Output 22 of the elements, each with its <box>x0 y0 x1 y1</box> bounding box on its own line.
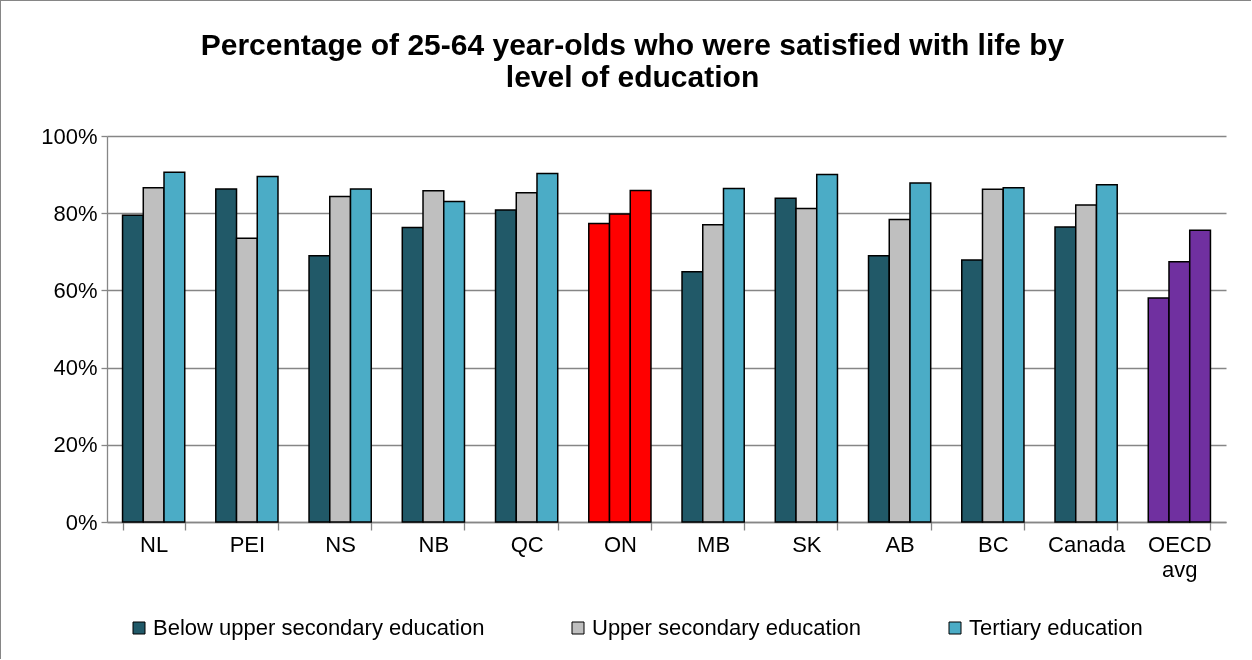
y-tick-label: 100% <box>41 123 98 149</box>
legend-label: Tertiary education <box>969 615 1143 640</box>
x-tick-label: NB <box>418 531 450 557</box>
x-tick-label: AB <box>885 531 915 557</box>
x-tick-label: QC <box>510 531 544 557</box>
x-tick-label: ON <box>603 531 637 557</box>
x-tick-label: BC <box>978 531 1009 557</box>
x-tick-label: NS <box>325 531 356 557</box>
legend-label: Upper secondary education <box>592 615 862 640</box>
x-tick-label: SK <box>792 531 822 557</box>
x-tick-label: PEI <box>229 531 266 557</box>
y-tick-label: 0% <box>65 509 98 535</box>
y-tick-label: 60% <box>53 277 98 303</box>
x-tick-label: Canada <box>1048 531 1126 557</box>
x-tick-label: NL <box>140 531 169 557</box>
y-tick-label: 20% <box>53 432 98 458</box>
chart-title: Percentage of 25-64 year-olds who were satisfied with life by level of education <box>200 28 1065 93</box>
legend-label: Below upper secondary education <box>153 615 485 640</box>
x-tick-label: OECD avg <box>1148 531 1212 582</box>
x-tick-label: MB <box>697 531 731 557</box>
y-tick-label: 40% <box>53 355 98 381</box>
y-tick-label: 80% <box>53 200 98 226</box>
